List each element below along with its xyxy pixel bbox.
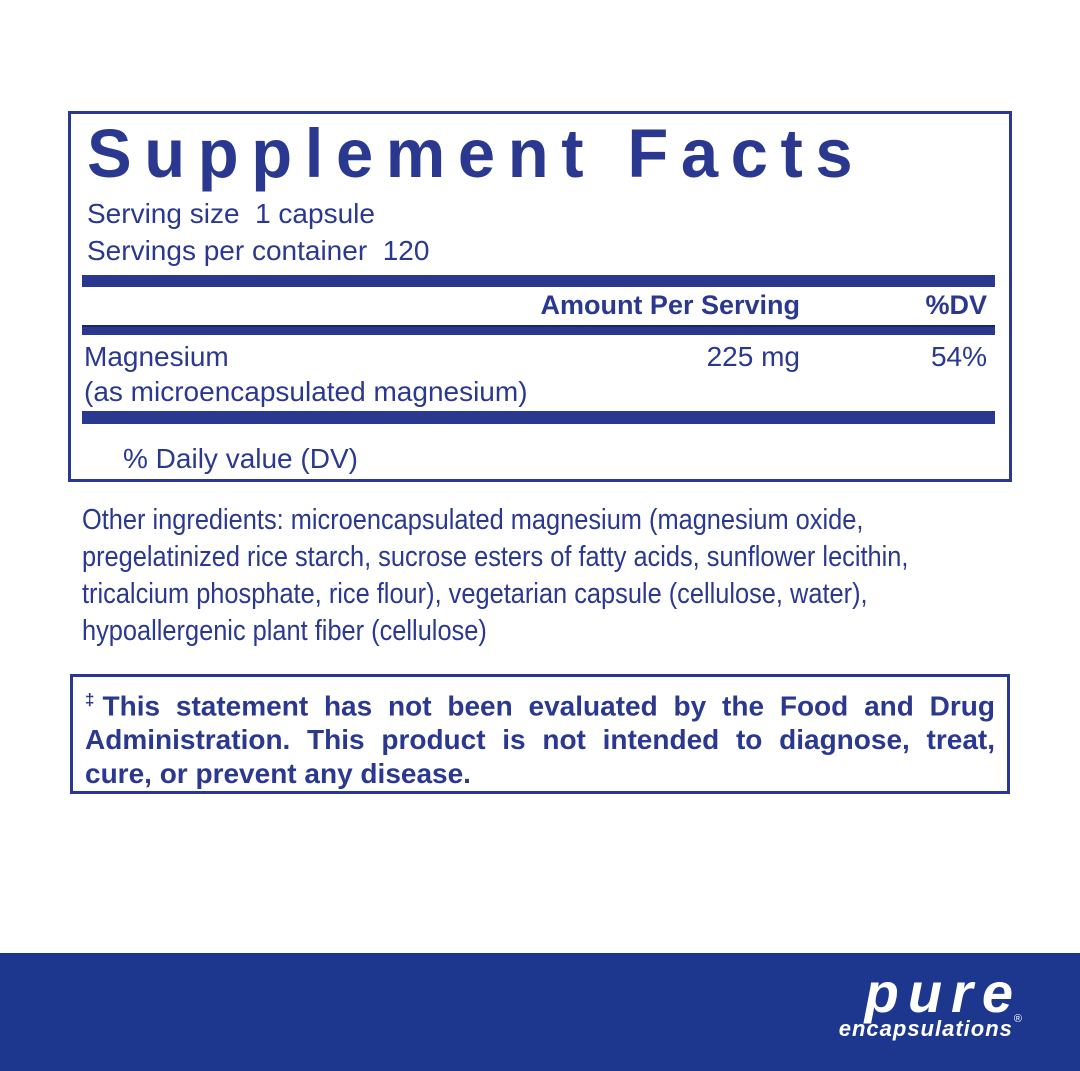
divider-thick-bottom: [82, 411, 995, 424]
other-ingredients-line: tricalcium phosphate, rice flour), veget…: [82, 578, 868, 610]
nutrient-amount: 225 mg: [706, 341, 800, 372]
supplement-facts-panel: Supplement Facts Serving size 1 capsule …: [68, 111, 1012, 482]
brand-footer-band: pure encapsulations ®: [0, 953, 1080, 1071]
brand-subname-row: encapsulations ®: [838, 1014, 1022, 1041]
brand-subname: encapsulations: [838, 1016, 1013, 1041]
divider-thick-top: [82, 275, 995, 287]
servings-per-container-line: Servings per container 120: [87, 235, 430, 266]
other-ingredients-line: hypoallergenic plant fiber (cellulose): [82, 615, 487, 647]
disclaimer-line: ‡This statement has not been evaluated b…: [85, 683, 995, 723]
disclaimer-text: This statement has not been evaluated by…: [102, 690, 996, 722]
nutrient-daily-value: 54%: [930, 341, 987, 372]
column-header-percent-dv: %DV: [925, 290, 987, 320]
divider-under-header: [82, 325, 995, 335]
fda-disclaimer-box: ‡This statement has not been evaluated b…: [70, 674, 1010, 794]
other-ingredients-line: Other ingredients: microencapsulated mag…: [82, 504, 864, 536]
other-ingredients: Other ingredients: microencapsulated mag…: [82, 502, 908, 650]
disclaimer-line: cure, or prevent any disease.: [85, 758, 471, 790]
disclaimer-line: Administration. This product is not inte…: [85, 724, 995, 756]
double-dagger-mark: ‡: [85, 690, 103, 709]
panel-title: Supplement Facts: [87, 115, 866, 192]
nutrient-source-note: (as microencapsulated magnesium): [84, 376, 528, 407]
nutrient-name: Magnesium: [84, 341, 229, 372]
brand-name: pure: [864, 961, 1022, 1024]
column-header-amount-per-serving: Amount Per Serving: [540, 290, 800, 320]
pure-encapsulations-logo: pure encapsulations ®: [839, 965, 1022, 1040]
other-ingredients-line: pregelatinized rice starch, sucrose este…: [82, 541, 909, 573]
serving-size-line: Serving size 1 capsule: [87, 198, 375, 229]
registered-trademark-icon: ®: [1013, 1013, 1022, 1025]
daily-value-footnote: % Daily value (DV): [123, 443, 358, 474]
